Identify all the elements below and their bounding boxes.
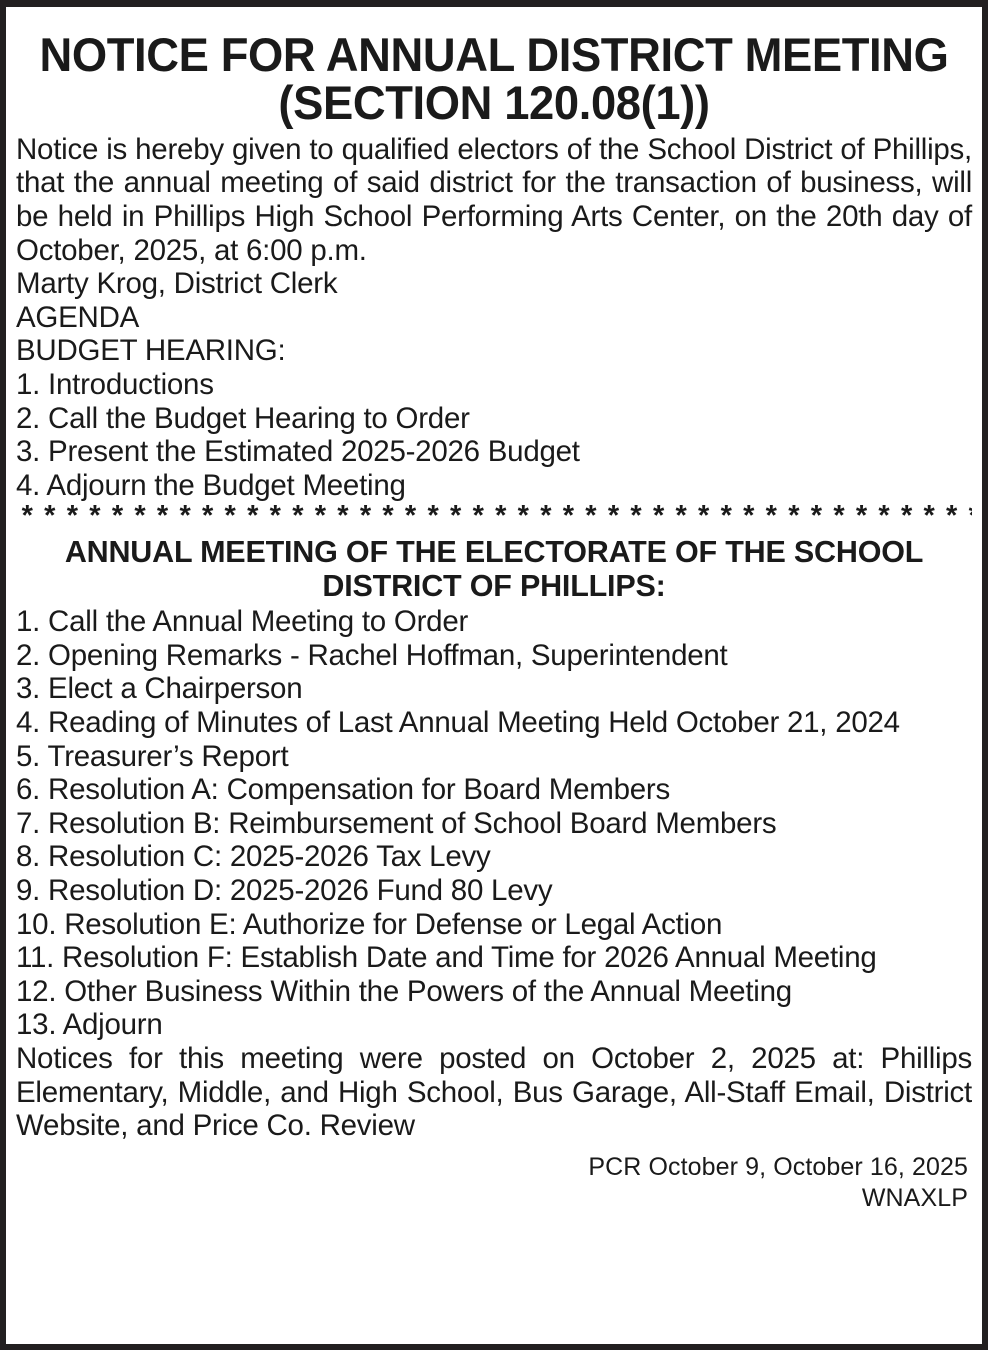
asterisk-glyph: * [495, 502, 507, 532]
posting-paragraph: Notices for this meeting were posted on … [16, 1041, 972, 1143]
clerk-line: Marty Krog, District Clerk [16, 267, 338, 301]
notice-body: Notice is hereby given to qualified elec… [16, 133, 972, 1143]
asterisk-glyph: * [788, 502, 800, 532]
list-item: 4. Reading of Minutes of Last Annual Mee… [16, 706, 900, 740]
asterisk-glyph: * [900, 502, 913, 532]
asterisk-glyph: * [743, 502, 755, 532]
asterisk-glyph: * [675, 502, 687, 532]
list-item: 2. Call the Budget Hearing to Order [16, 401, 470, 435]
list-item: 13. Adjourn [16, 1008, 163, 1042]
asterisk-glyph: * [179, 502, 191, 532]
notice-inner-frame: NOTICE FOR ANNUAL DISTRICT MEETING (SECT… [6, 7, 982, 1344]
asterisk-glyph: * [89, 502, 101, 532]
wnaxlp-code: WNAXLP [861, 1183, 968, 1212]
annual-meeting-list: 1. Call the Annual Meeting to Order 2. O… [16, 605, 972, 1042]
asterisk-glyph: * [202, 502, 214, 532]
asterisk-glyph: * [540, 502, 552, 532]
asterisk-glyph: * [66, 502, 79, 532]
asterisk-glyph: * [382, 502, 394, 532]
list-item: 9. Resolution D: 2025-2026 Fund 80 Levy [16, 874, 553, 907]
asterisk-glyph: * [427, 502, 439, 532]
asterisk-glyph: * [946, 502, 958, 532]
list-item: 1. Call the Annual Meeting to Order [16, 605, 469, 639]
list-item: 1. Introductions [16, 368, 214, 402]
footer: PCR October 9, October 16, 2025 WNAXLP [16, 1152, 972, 1214]
list-item: 10. Resolution E: Authorize for Defense … [16, 907, 723, 941]
list-item: 2. Opening Remarks - Rachel Hoffman, Sup… [16, 638, 728, 672]
asterisk-glyph: * [404, 502, 417, 532]
budget-hearing-label: BUDGET HEARING: [16, 334, 286, 368]
asterisk-glyph: * [855, 502, 868, 532]
asterisk-glyph: * [44, 502, 56, 532]
annual-meeting-heading: ANNUAL MEETING OF THE ELECTORATE OF THE … [64, 535, 924, 604]
asterisk-divider: * * * * * * * * * * * * * * * * * * * * * * * * * * * * * * * * * * * * * * * *… [16, 502, 972, 531]
asterisk-glyph: * [21, 502, 33, 532]
page-title: NOTICE FOR ANNUAL DISTRICT MEETING (SECT… [39, 28, 949, 129]
budget-hearing-list: 1. Introductions 2. Call the Budget Hear… [16, 368, 972, 502]
list-item: 11. Resolution F: Establish Date and Tim… [16, 941, 877, 975]
intro-paragraph: Notice is hereby given to qualified elec… [16, 132, 972, 267]
list-item: 7. Resolution B: Reimbursement of School… [16, 806, 777, 840]
publication-dates: PCR October 9, October 16, 2025 [588, 1152, 968, 1181]
list-item: 8. Resolution C: 2025-2026 Tax Levy [16, 840, 491, 874]
asterisk-glyph: * [450, 502, 462, 532]
list-item: 4. Adjourn the Budget Meeting [16, 468, 406, 502]
list-item: 5. Treasurer’s Report [16, 739, 289, 773]
asterisk-glyph: * [698, 502, 710, 532]
asterisk-glyph: * [833, 502, 845, 532]
asterisk-glyph: * [585, 502, 597, 532]
asterisk-glyph: * [607, 502, 620, 532]
asterisk-glyph: * [878, 502, 890, 532]
list-item: 6. Resolution A: Compensation for Board … [16, 773, 670, 807]
asterisk-glyph: * [224, 502, 236, 532]
asterisk-glyph: * [134, 502, 146, 532]
asterisk-glyph: * [810, 502, 823, 532]
asterisk-glyph: * [923, 502, 935, 532]
asterisk-glyph: * [765, 502, 777, 532]
asterisk-glyph: * [337, 502, 349, 532]
asterisk-glyph: * [630, 502, 642, 532]
list-item: 3. Elect a Chairperson [16, 672, 303, 706]
list-item: 12. Other Business Within the Powers of … [16, 974, 792, 1008]
asterisk-glyph: * [314, 502, 327, 532]
agenda-label: AGENDA [16, 300, 140, 334]
asterisk-glyph: * [652, 502, 665, 532]
asterisk-glyph: * [269, 502, 281, 532]
asterisk-glyph: * [247, 502, 259, 532]
asterisk-glyph: * [359, 502, 372, 532]
asterisk-glyph: * [562, 502, 575, 532]
asterisk-glyph: * [156, 502, 169, 532]
asterisk-glyph: * [111, 502, 124, 532]
asterisk-glyph: * [963, 502, 972, 530]
asterisk-glyph: * [517, 502, 529, 532]
list-item: 3. Present the Estimated 2025-2026 Budge… [16, 435, 580, 469]
asterisk-glyph: * [720, 502, 732, 532]
asterisk-glyph: * [472, 502, 484, 532]
asterisk-glyph: * [292, 502, 304, 532]
